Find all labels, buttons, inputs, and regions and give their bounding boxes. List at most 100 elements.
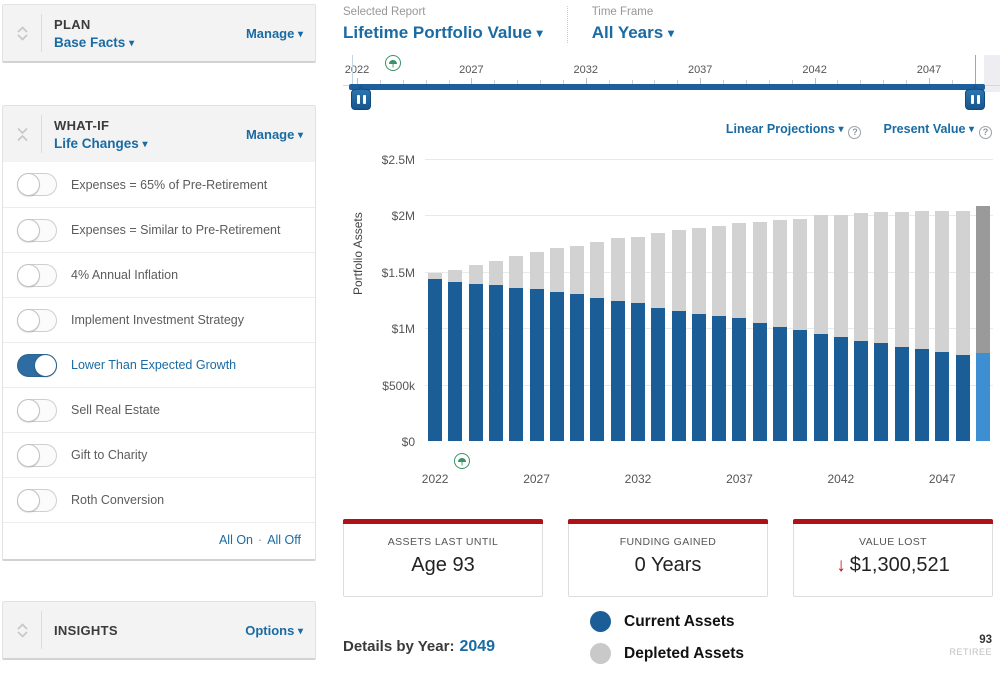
toggle-switch[interactable] — [17, 218, 57, 242]
portfolio-bar-2030[interactable] — [590, 159, 605, 441]
whatif-toggle-row[interactable]: Sell Real Estate — [3, 387, 315, 432]
portfolio-bar-2035[interactable] — [691, 159, 706, 441]
portfolio-bar-2033[interactable] — [651, 159, 666, 441]
portfolio-bar-2048[interactable] — [955, 159, 970, 441]
stat-label: FUNDING GAINED — [619, 536, 717, 548]
portfolio-bar-2046[interactable] — [915, 159, 929, 441]
help-icon[interactable]: ? — [979, 125, 992, 139]
portfolio-bar-2026[interactable] — [509, 159, 524, 441]
all-on-link[interactable]: All On — [218, 533, 254, 547]
timeline-right-handle[interactable] — [965, 89, 985, 110]
timeline-tick — [791, 80, 793, 85]
portfolio-bar-2041[interactable] — [813, 159, 828, 441]
depleted-assets-segment — [955, 210, 970, 356]
selected-report-dropdown[interactable]: Lifetime Portfolio Value ▾ — [343, 23, 543, 42]
y-axis-tick-label: $2M — [391, 209, 415, 224]
portfolio-bar-2037[interactable] — [732, 159, 747, 441]
legend-item-current: Current Assets — [590, 611, 744, 632]
insights-section: INSIGHTS Options ▾ — [2, 601, 316, 660]
toggle-switch[interactable] — [17, 353, 57, 377]
details-year-link[interactable]: 2049 — [459, 638, 496, 655]
portfolio-bar-2034[interactable] — [671, 159, 686, 441]
projection-type-dropdown[interactable]: Linear Projections ▾? — [726, 122, 862, 139]
details-by-year: Details by Year: 2049 — [343, 638, 496, 655]
value-type-dropdown[interactable]: Present Value ▾? — [883, 122, 992, 139]
depleted-assets-segment — [631, 236, 645, 304]
portfolio-bar-2022[interactable] — [428, 159, 443, 441]
whatif-title: WHAT-IF — [54, 117, 110, 133]
current-assets-segment — [854, 340, 869, 441]
timeline-tick — [768, 80, 770, 85]
portfolio-bar-2023[interactable] — [448, 159, 463, 441]
whatif-subtitle-dropdown[interactable]: Life Changes ▾ — [54, 135, 148, 151]
help-icon[interactable]: ? — [848, 125, 862, 139]
plan-manage-button[interactable]: Manage ▾ — [245, 25, 303, 41]
fold-icon[interactable] — [15, 127, 30, 142]
whatif-toggle-row[interactable]: Lower Than Expected Growth — [3, 342, 315, 387]
whatif-manage-button[interactable]: Manage ▾ — [245, 126, 303, 142]
portfolio-bar-2049[interactable] — [975, 159, 990, 441]
depleted-assets-segment — [854, 213, 869, 341]
portfolio-bar-2038[interactable] — [752, 159, 767, 441]
portfolio-bar-2031[interactable] — [610, 159, 625, 441]
portfolio-bar-2036[interactable] — [712, 159, 727, 441]
portfolio-bar-2027[interactable] — [529, 159, 544, 441]
gridline — [425, 159, 993, 160]
timeline-selected-range[interactable] — [349, 84, 985, 90]
toggle-switch[interactable] — [17, 173, 57, 196]
header-divider — [41, 115, 42, 153]
retiree-age-block: 93 RETIREE — [949, 633, 992, 659]
toggle-label: Expenses = 65% of Pre-Retirement — [71, 177, 268, 192]
toggle-switch[interactable] — [17, 443, 57, 467]
timeline-tick — [929, 78, 930, 85]
timeline-left-handle[interactable] — [351, 89, 371, 110]
x-axis-tick-label: 2042 — [827, 472, 855, 486]
toggle-switch[interactable] — [17, 263, 57, 287]
portfolio-bar-2045[interactable] — [894, 159, 909, 441]
whatif-toggle-row[interactable]: Gift to Charity — [3, 432, 315, 477]
portfolio-bar-2028[interactable] — [549, 159, 564, 441]
toggle-switch[interactable] — [17, 308, 57, 332]
toggle-switch[interactable] — [17, 398, 57, 422]
toggle-label: Gift to Charity — [71, 448, 148, 462]
caret-down-icon: ▾ — [297, 28, 303, 40]
timeline-tick — [425, 80, 427, 85]
portfolio-bar-2042[interactable] — [833, 159, 848, 441]
plan-section: PLAN Base Facts ▾ Manage ▾ — [2, 4, 316, 63]
current-assets-segment — [975, 353, 990, 441]
whatif-toggle-row[interactable]: Expenses = Similar to Pre-Retirement — [3, 207, 315, 252]
time-frame-dropdown[interactable]: All Years ▾ — [591, 23, 674, 42]
retiree-age: 93 — [979, 634, 992, 646]
portfolio-bar-2044[interactable] — [874, 159, 889, 441]
all-off-link[interactable]: All Off — [267, 533, 301, 547]
portfolio-bar-2040[interactable] — [793, 159, 808, 441]
portfolio-bar-2047[interactable] — [935, 159, 950, 441]
whatif-toggle-row[interactable]: Expenses = 65% of Pre-Retirement — [3, 162, 315, 207]
caret-down-icon: ▾ — [142, 138, 148, 150]
separator: · — [258, 533, 263, 547]
portfolio-bar-2039[interactable] — [773, 159, 787, 441]
portfolio-bar-2024[interactable] — [468, 159, 483, 441]
y-axis-label: Portfolio Assets — [351, 212, 365, 295]
unfold-icon[interactable] — [15, 622, 30, 638]
plan-subtitle-dropdown[interactable]: Base Facts ▾ — [54, 34, 135, 50]
y-axis-tick-label: $1.5M — [381, 265, 415, 280]
timeline-tick — [379, 80, 381, 85]
toggle-switch[interactable] — [17, 488, 57, 512]
portfolio-bar-2029[interactable] — [570, 159, 585, 441]
portfolio-bar-2025[interactable] — [489, 159, 503, 441]
timeline-tick — [860, 80, 862, 85]
whatif-toggle-row[interactable]: Implement Investment Strategy — [3, 297, 315, 342]
whatif-toggle-row[interactable]: Roth Conversion — [3, 477, 315, 522]
current-assets-segment — [651, 307, 666, 441]
insights-options-button[interactable]: Options ▾ — [245, 622, 303, 638]
portfolio-bar-2032[interactable] — [631, 159, 645, 441]
whatif-toggle-row[interactable]: 4% Annual Inflation — [3, 252, 315, 297]
y-axis-tick-label: $0 — [401, 435, 415, 449]
stat-value: Age 93 — [411, 554, 475, 576]
unfold-icon[interactable] — [15, 25, 30, 41]
portfolio-bar-2043[interactable] — [854, 159, 869, 441]
caret-down-icon: ▾ — [129, 37, 135, 49]
current-assets-dot — [590, 611, 611, 632]
chart-controls: Linear Projections ▾? Present Value ▾? — [726, 122, 992, 139]
